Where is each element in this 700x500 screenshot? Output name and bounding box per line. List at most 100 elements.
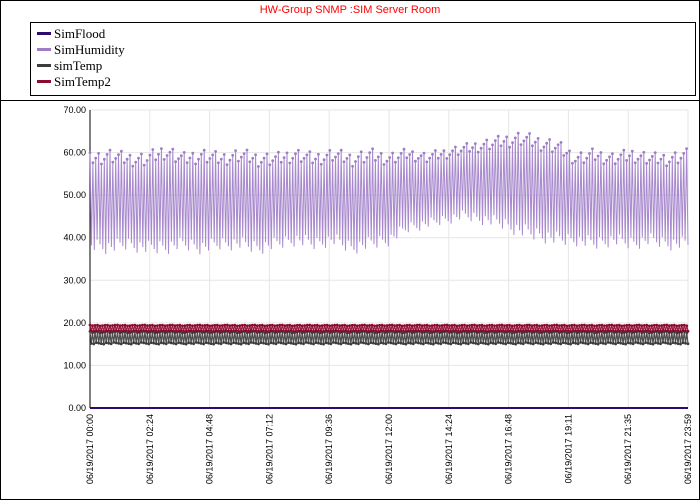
data-point-simtemp2 xyxy=(657,324,661,328)
data-point-simtemp2 xyxy=(257,329,260,333)
data-point-simtemp xyxy=(114,341,118,345)
data-point-simhumidity xyxy=(205,160,209,164)
legend: SimFlood SimHumidity simTemp SimTemp2 xyxy=(30,22,696,96)
data-point-simtemp2 xyxy=(352,329,355,333)
data-point-simtemp xyxy=(571,341,575,345)
data-point-simtemp2 xyxy=(496,329,500,332)
data-point-simtemp xyxy=(538,331,541,335)
data-point-simhumidity xyxy=(174,160,178,164)
data-point-simtemp xyxy=(565,331,569,335)
data-point-simtemp2 xyxy=(564,329,568,333)
data-point-simtemp2 xyxy=(444,329,448,333)
data-point-simtemp2 xyxy=(158,323,162,327)
data-point-simtemp2 xyxy=(89,329,93,333)
data-point-simtemp xyxy=(92,342,96,346)
data-point-simtemp xyxy=(112,341,116,344)
data-point-simtemp2 xyxy=(285,324,289,327)
data-point-simtemp2 xyxy=(433,323,436,327)
data-point-simtemp2 xyxy=(419,329,423,333)
legend-item-simhumidity[interactable]: SimHumidity xyxy=(37,42,125,57)
data-point-simtemp2 xyxy=(531,329,535,333)
data-point-simtemp2 xyxy=(468,324,471,327)
data-point-simtemp xyxy=(426,341,430,345)
legend-item-simflood[interactable]: SimFlood xyxy=(37,26,105,41)
data-point-simtemp2 xyxy=(521,329,525,333)
data-point-simtemp2 xyxy=(621,329,625,333)
data-point-simhumidity xyxy=(122,161,126,165)
data-point-simtemp xyxy=(509,341,513,345)
data-point-simtemp2 xyxy=(430,324,434,327)
x-tick-label: 06/19/2017 19:11 xyxy=(563,414,573,483)
legend-item-simtemp2[interactable]: SimTemp2 xyxy=(37,74,111,89)
data-point-simtemp2 xyxy=(313,324,317,327)
data-point-simtemp xyxy=(466,342,470,346)
data-point-simtemp xyxy=(142,341,146,345)
y-tick-label: 30.00 xyxy=(63,275,86,285)
data-point-simtemp xyxy=(199,342,203,345)
data-point-simtemp xyxy=(444,341,448,345)
data-point-simtemp2 xyxy=(495,324,499,327)
legend-label-simflood: SimFlood xyxy=(54,25,106,41)
data-point-simhumidity xyxy=(585,156,589,160)
data-point-simtemp xyxy=(614,342,617,346)
data-point-simtemp2 xyxy=(570,323,574,327)
data-point-simtemp xyxy=(661,341,665,344)
data-point-simhumidity xyxy=(645,162,648,165)
data-point-simtemp2 xyxy=(408,323,411,327)
legend-item-simtemp[interactable]: simTemp xyxy=(37,58,102,73)
data-point-simtemp xyxy=(209,342,213,345)
data-point-simtemp xyxy=(551,341,555,344)
data-point-simtemp2 xyxy=(133,323,137,327)
data-point-simtemp xyxy=(499,341,503,345)
data-point-simtemp2 xyxy=(664,329,667,333)
data-point-simtemp2 xyxy=(314,329,318,332)
data-point-simhumidity xyxy=(434,149,437,152)
data-point-simtemp2 xyxy=(510,324,514,328)
data-point-simtemp2 xyxy=(599,329,602,333)
data-point-simhumidity xyxy=(382,163,386,166)
data-point-simtemp2 xyxy=(541,330,545,333)
data-point-simtemp xyxy=(474,342,478,345)
data-point-simhumidity xyxy=(219,157,223,161)
data-point-simtemp2 xyxy=(98,324,102,328)
chart-title: HW-Group SNMP :SIM Server Room xyxy=(259,4,441,16)
data-point-simtemp xyxy=(455,331,459,335)
data-point-simtemp2 xyxy=(343,323,347,327)
data-point-simtemp2 xyxy=(223,323,227,327)
data-point-simhumidity xyxy=(650,155,654,158)
data-point-simtemp2 xyxy=(606,329,610,332)
data-point-simhumidity xyxy=(551,150,554,154)
data-point-simtemp2 xyxy=(227,329,231,333)
data-point-simtemp2 xyxy=(252,329,255,333)
data-point-simtemp2 xyxy=(111,324,114,327)
data-point-simtemp xyxy=(169,341,173,345)
data-point-simtemp2 xyxy=(395,324,399,327)
data-point-simhumidity xyxy=(322,158,326,162)
data-point-simtemp2 xyxy=(299,329,303,333)
data-point-simtemp2 xyxy=(533,324,536,327)
data-point-simtemp2 xyxy=(506,329,510,332)
data-point-simhumidity xyxy=(328,149,332,152)
data-point-simtemp2 xyxy=(178,323,182,327)
data-point-simhumidity xyxy=(476,150,480,154)
data-point-simtemp2 xyxy=(317,329,320,333)
data-point-simtemp xyxy=(674,341,677,345)
data-point-simtemp xyxy=(172,342,176,345)
data-point-simtemp2 xyxy=(615,324,619,327)
data-point-simtemp2 xyxy=(264,329,268,333)
data-point-simtemp2 xyxy=(192,329,196,333)
legend-swatch-simhumidity xyxy=(37,48,51,51)
data-point-simtemp xyxy=(292,342,295,345)
data-point-simtemp2 xyxy=(516,329,520,333)
data-point-simtemp xyxy=(526,341,530,345)
data-point-simtemp2 xyxy=(448,324,451,328)
data-point-simtemp xyxy=(267,342,270,346)
data-point-simtemp2 xyxy=(342,329,345,332)
data-point-simtemp2 xyxy=(344,329,348,333)
data-point-simtemp2 xyxy=(339,329,343,333)
data-point-simtemp xyxy=(247,342,251,346)
data-point-simtemp2 xyxy=(132,329,136,333)
data-point-simtemp2 xyxy=(459,330,463,333)
data-point-simhumidity xyxy=(97,152,100,155)
data-point-simtemp2 xyxy=(588,324,591,327)
